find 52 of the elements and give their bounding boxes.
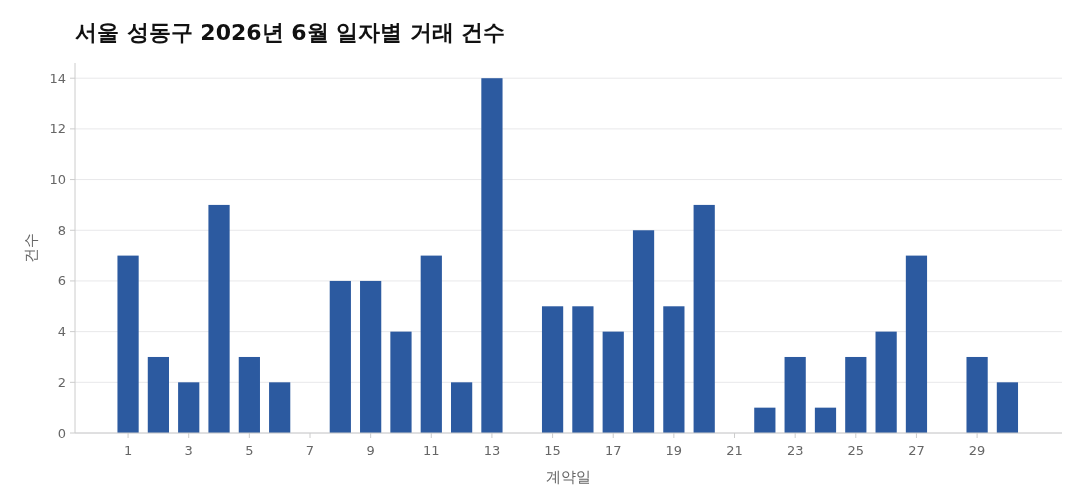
bar (178, 382, 200, 433)
bar (663, 306, 685, 433)
bar (390, 331, 412, 433)
y-tick-label: 12 (49, 121, 66, 137)
bar (541, 306, 564, 433)
bar (784, 356, 806, 433)
x-tick-label: 17 (604, 443, 622, 458)
bar (420, 255, 442, 433)
y-tick-label: 2 (57, 374, 66, 390)
bar (208, 204, 230, 433)
bar (360, 280, 382, 433)
y-tick-label: 0 (57, 425, 66, 441)
x-tick-label: 25 (847, 443, 865, 458)
bar (238, 356, 260, 433)
x-tick-label: 29 (968, 443, 986, 458)
bar (147, 356, 169, 433)
x-tick-label: 3 (184, 443, 193, 458)
bar (814, 407, 837, 433)
y-tick-label: 8 (57, 222, 66, 238)
bar (572, 306, 594, 433)
x-tick-label: 1 (123, 443, 133, 458)
x-tick-label: 13 (483, 443, 501, 458)
bar (693, 204, 715, 433)
bar (481, 78, 503, 433)
x-tick-label: 19 (665, 443, 683, 458)
bar (875, 331, 897, 433)
bar (905, 255, 928, 433)
y-tick-label: 4 (57, 324, 66, 340)
y-tick-label: 10 (49, 172, 66, 188)
x-tick-label: 11 (423, 443, 440, 458)
x-tick-label: 5 (245, 443, 254, 458)
bar (451, 382, 473, 433)
bar (754, 407, 776, 433)
bar (602, 331, 624, 433)
x-tick-label: 15 (544, 443, 561, 458)
x-tick-label: 21 (726, 443, 743, 458)
bar (845, 356, 867, 433)
x-tick-label: 9 (366, 443, 375, 458)
bar (996, 382, 1019, 433)
y-tick-label: 6 (57, 273, 66, 289)
bar (117, 255, 139, 433)
chart-title: 서울 성동구 2026년 6월 일자별 거래 건수 (75, 20, 506, 45)
bar (269, 382, 291, 433)
bar (329, 280, 351, 433)
x-tick-label: 27 (908, 443, 925, 458)
x-tick-label: 23 (786, 443, 804, 458)
y-tick-label: 14 (49, 70, 66, 86)
bar (632, 230, 655, 433)
x-tick-label: 7 (305, 443, 315, 458)
bar (966, 356, 988, 433)
x-axis-title: 계약일 (546, 468, 591, 486)
y-axis-title: 건수 (22, 233, 40, 263)
